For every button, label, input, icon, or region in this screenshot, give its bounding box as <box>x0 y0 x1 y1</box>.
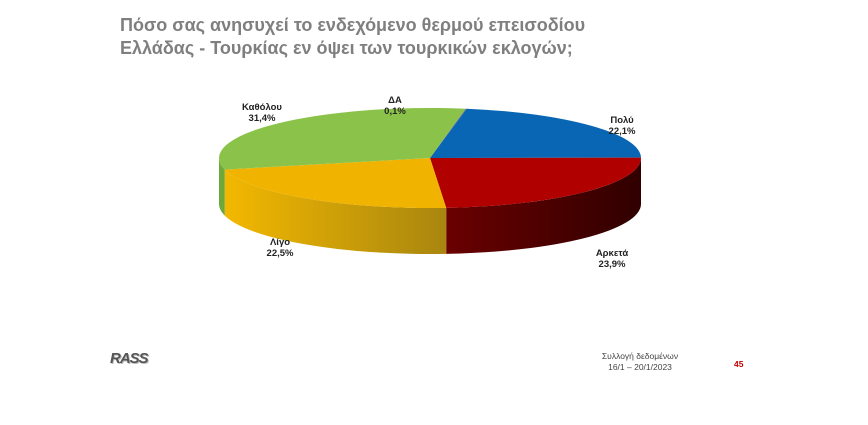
slice-value-1: 22,1% <box>609 126 636 137</box>
slice-value-2: 23,9% <box>599 259 626 270</box>
chart-title: Πόσο σας ανησυχεί το ενδεχόμενο θερμού ε… <box>120 14 585 60</box>
pie-slice-0 <box>430 108 467 158</box>
slice-value-4: 31,4% <box>249 113 276 124</box>
pie-slice-1 <box>430 108 641 158</box>
slice-label-3: Λίγο <box>270 237 290 248</box>
source-line-1: Συλλογή δεδομένων <box>601 351 679 361</box>
title-line-1: Πόσο σας ανησυχεί το ενδεχόμενο θερμού ε… <box>120 15 586 35</box>
pie-slice-4 <box>219 107 466 170</box>
slice-value-3: 22,5% <box>267 248 294 259</box>
title-line-2: Ελλάδας - Τουρκίας εν όψει των τουρκικών… <box>120 38 573 58</box>
slice-label-1: Πολύ <box>610 115 634 126</box>
pie-side-4 <box>219 158 225 216</box>
pie-side-2 <box>446 158 641 254</box>
pie-side-3 <box>224 169 447 254</box>
source-line-2: 16/1 – 20/1/2023 <box>608 362 672 372</box>
pie-slice-2 <box>430 157 641 208</box>
slice-label-2: Αρκετά <box>596 248 629 259</box>
slice-value-0: 0,1% <box>384 106 406 117</box>
rass-logo: RASS <box>110 350 149 367</box>
slice-label-4: Καθόλου <box>242 102 282 113</box>
slice-label-0: ΔΑ <box>388 95 402 106</box>
page-number: 45 <box>734 359 744 369</box>
pie-slice-3 <box>224 158 447 208</box>
data-collection-note: Συλλογή δεδομένων 16/1 – 20/1/2023 <box>580 351 700 373</box>
